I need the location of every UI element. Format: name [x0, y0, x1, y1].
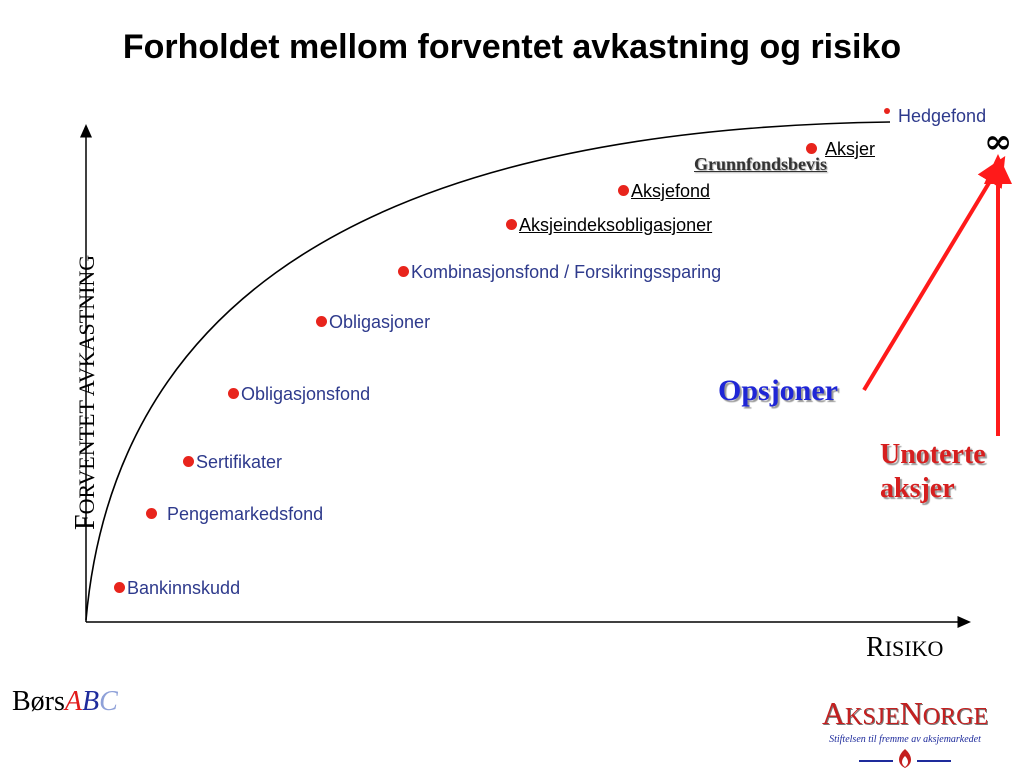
item-bankinnskudd: Bankinnskudd — [114, 578, 240, 598]
unoterte-aksjer-label: Unoterte aksjer — [880, 438, 986, 506]
aksjenorge-logo-ksje: KSJE — [844, 704, 900, 730]
unoterte-line-1: Unoterte — [880, 439, 986, 470]
aksjenorge-tagline: Stiftelsen til fremme av aksjemarkedet — [829, 734, 981, 745]
item-kombinasjonsfond: Kombinasjonsfond / Forsikringssparing — [398, 262, 721, 282]
item-obligasjoner: Obligasjoner — [316, 312, 430, 332]
item-aksjer: Aksjer — [806, 139, 875, 159]
unoterte-line-2: aksjer — [880, 473, 955, 504]
borsabc-logo-a: A — [64, 686, 83, 717]
item-label: Obligasjoner — [329, 312, 431, 332]
item-label: Aksjefond — [631, 181, 711, 201]
item-obligasjonsfond: Obligasjonsfond — [228, 384, 370, 404]
marker-dot — [316, 316, 327, 327]
item-aksjeindeksobligasjoner: Aksjeindeksobligasjoner — [506, 215, 712, 235]
slide-title: Forholdet mellom forventet avkastning og… — [122, 28, 902, 66]
y-axis-label: FORVENTET AVKASTNING — [70, 255, 102, 530]
item-label: Aksjer — [825, 139, 876, 159]
aksjenorge-logo: AKSJENORGE Stiftelsen til fremme av aksj… — [800, 696, 1010, 769]
aksjenorge-logo-n: N — [899, 695, 923, 731]
borsabc-logo-c: C — [99, 686, 118, 717]
marker-dot — [618, 185, 629, 196]
item-aksjefond: Aksjefond — [618, 181, 710, 201]
x-axis-label-initial: R — [866, 632, 885, 663]
opsjoner-arrow — [862, 156, 1006, 392]
opsjoner-label: Opsjoner — [718, 374, 838, 407]
item-sertifikater: Sertifikater — [183, 452, 282, 472]
marker-dot — [806, 143, 817, 154]
borsabc-logo-part: Børs — [12, 686, 65, 717]
marker-dot — [183, 456, 194, 467]
x-axis-label: RISIKO — [866, 632, 943, 664]
marker-dot — [114, 582, 125, 593]
aksjenorge-logo-orge: ORGE — [922, 704, 989, 730]
aksjenorge-logo-a: A — [821, 695, 845, 731]
marker-dot — [398, 266, 409, 277]
marker-dot — [884, 108, 890, 114]
item-label: Hedgefond — [898, 106, 987, 126]
aksjenorge-flame-icon — [859, 749, 951, 768]
infinity-symbol: ∞ — [984, 122, 1013, 162]
y-axis-label-rest: ORVENTET AVKASTNING — [74, 254, 99, 515]
item-label: Pengemarkedsfond — [167, 504, 324, 524]
y-axis-label-initial: F — [70, 514, 101, 530]
borsabc-logo-b: B — [82, 686, 100, 717]
x-axis-label-rest: ISIKO — [884, 636, 944, 661]
item-grunnfondsbevis: Grunnfondsbevis — [694, 154, 828, 174]
item-label: Sertifikater — [196, 452, 283, 472]
item-label: Obligasjonsfond — [241, 384, 371, 404]
item-hedgefond: Hedgefond — [884, 106, 986, 126]
item-pengemarkedsfond: Pengemarkedsfond — [146, 504, 323, 524]
borsabc-logo: BørsABC — [12, 686, 118, 718]
marker-dot — [228, 388, 239, 399]
aksjenorge-logo-name: AKSJENORGE — [800, 696, 1010, 734]
item-label: Aksjeindeksobligasjoner — [519, 215, 713, 235]
marker-dot — [506, 219, 517, 230]
item-label: Bankinnskudd — [127, 578, 241, 598]
risk-return-curve — [85, 121, 891, 621]
item-label: Kombinasjonsfond / Forsikringssparing — [411, 262, 722, 282]
marker-dot — [146, 508, 157, 519]
